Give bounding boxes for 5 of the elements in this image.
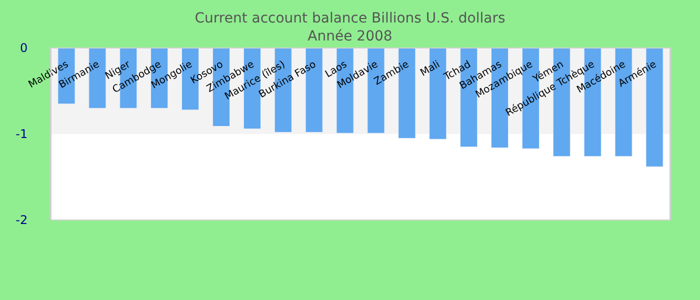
y-tick-label: 0	[20, 41, 28, 56]
y-tick-label: -2	[16, 213, 28, 228]
x-tick-label: Mali	[418, 59, 442, 79]
chart-title: Current account balance Billions U.S. dollars Année 2008	[194, 10, 506, 45]
y-tick-label: -1	[16, 127, 28, 142]
